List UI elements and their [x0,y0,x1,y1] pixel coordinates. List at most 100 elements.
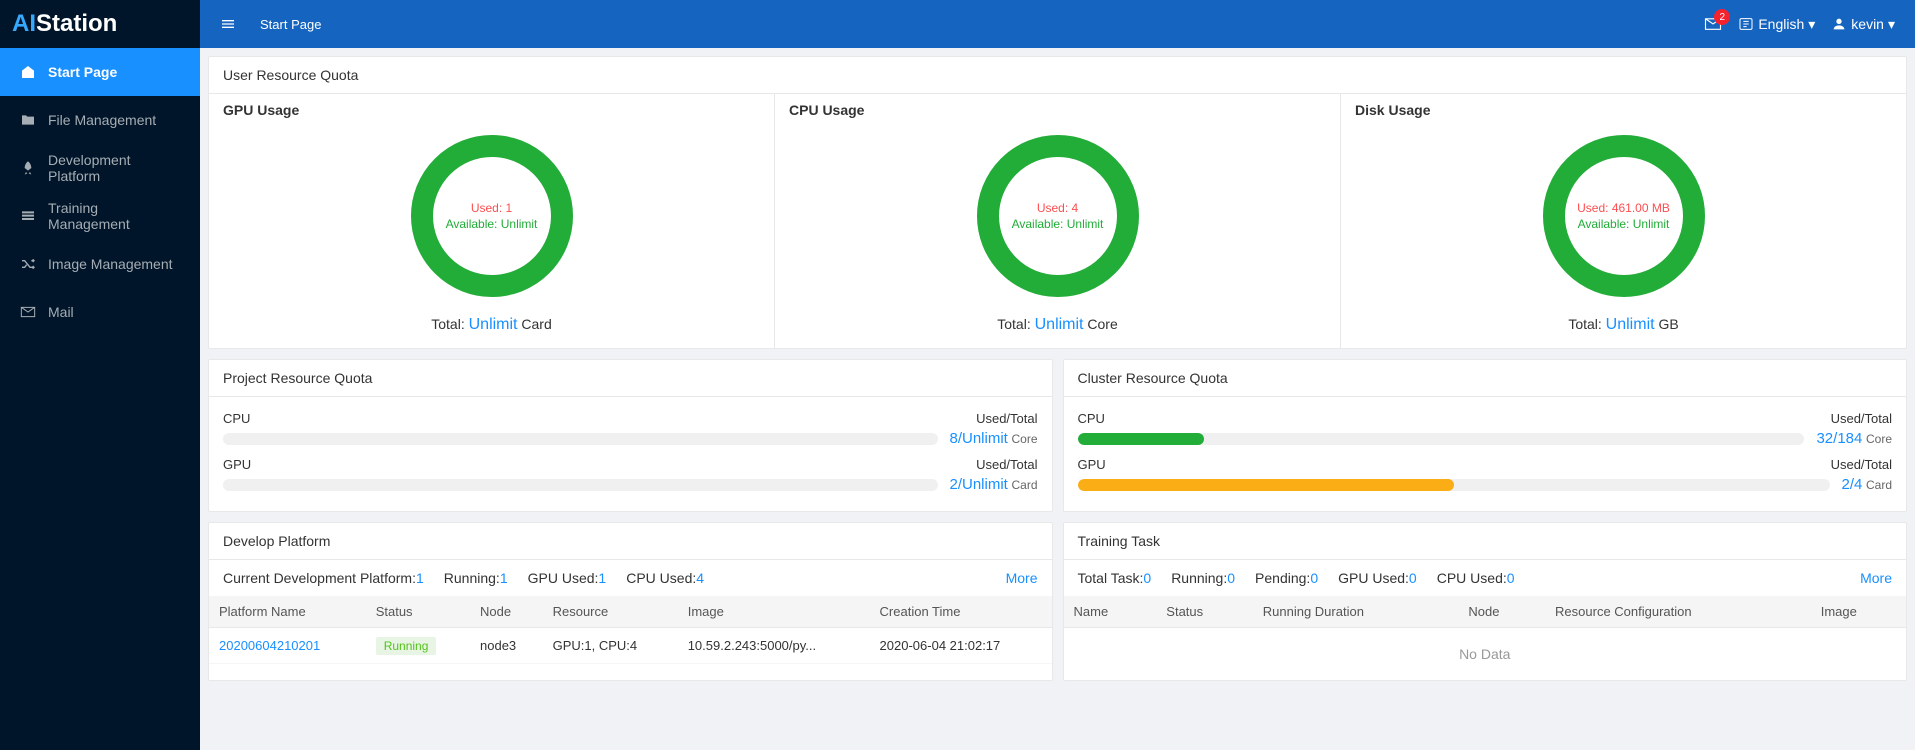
summary-label: CPU Used: [1437,570,1507,586]
user-name: kevin [1851,16,1884,32]
donut-chart: Used: 1 Available: Unlimit [402,126,582,306]
chevron-down-icon: ▾ [1888,16,1895,33]
bar-header-right: Used/Total [1831,411,1892,426]
summary-item: Running:1 [444,570,508,586]
summary-label: Total Task: [1078,570,1144,586]
quota-cell-gpu-usage: GPU Usage Used: 1 Available: Unlimit Total:… [209,94,775,348]
bar-value: 8/Unlimit [950,430,1008,447]
table-header: Creation Time [870,596,1052,628]
bar-name: CPU [1078,411,1105,426]
bar-unit: Card [1011,478,1037,492]
summary-label: Running: [444,570,500,586]
summary-item: Pending:0 [1255,570,1318,586]
develop-title: Develop Platform [209,523,1052,559]
status-badge: Running [376,637,437,655]
logo-ai: AI [12,10,36,38]
total-label: Total: Unlimit Card [223,316,760,334]
sidebar-item-development-platform[interactable]: Development Platform [0,144,200,192]
sidebar-item-training-management[interactable]: Training Management [0,192,200,240]
sidebar-item-mail[interactable]: Mail [0,288,200,336]
bar-name: GPU [1078,457,1106,472]
summary-value: 1 [598,570,606,586]
bar-track [223,433,938,445]
shuffle-icon [20,256,36,272]
cluster-quota-title: Cluster Resource Quota [1064,360,1907,396]
bar-header-right: Used/Total [976,411,1037,426]
resource-cell: GPU:1, CPU:4 [543,628,678,664]
table-header: Node [470,596,543,628]
available-label: Available: Unlimit [1012,217,1104,231]
table-header: Platform Name [209,596,366,628]
available-label: Available: Unlimit [446,217,538,231]
topbar: Start Page 2 English ▾ kevin ▾ [200,0,1915,48]
summary-value: 1 [416,570,424,586]
bar-track [1078,433,1805,445]
bar-header-right: Used/Total [1831,457,1892,472]
table-row: 20200604210201 Running node3GPU:1, CPU:410… [209,628,1052,664]
mail-button[interactable]: 2 [1704,15,1722,33]
summary-value: 1 [500,570,508,586]
summary-item: Running:0 [1171,570,1235,586]
user-menu[interactable]: kevin ▾ [1831,16,1895,33]
quota-cell-disk-usage: Disk UsageUsed: 461.00 MBAvailable: Unli… [1341,94,1906,348]
bar-name: GPU [223,457,251,472]
summary-value: 0 [1143,570,1151,586]
used-label: Used: 1 [471,201,512,215]
list-icon [20,208,36,224]
summary-label: Running: [1171,570,1227,586]
bar-header-right: Used/Total [976,457,1037,472]
bar-fill [1078,479,1454,491]
sidebar-item-label: Mail [48,304,74,320]
summary-value: 0 [1227,570,1235,586]
bar-value: 2/Unlimit [950,476,1008,493]
sidebar-item-label: Training Management [48,200,180,232]
platform-name-link[interactable]: 20200604210201 [219,638,320,653]
summary-label: Current Development Platform: [223,570,416,586]
sidebar-item-label: Image Management [48,256,173,272]
sidebar-item-label: Start Page [48,64,117,80]
summary-label: GPU Used: [1338,570,1409,586]
donut-chart: Used: 4Available: Unlimit [968,126,1148,306]
donut-chart: Used: 461.00 MBAvailable: Unlimit [1534,126,1714,306]
project-quota-panel: Project Resource Quota CPUUsed/Total8/Un… [208,359,1053,512]
more-link[interactable]: More [1860,570,1892,586]
menu-toggle-icon[interactable] [220,16,236,32]
user-quota-title: User Resource Quota [209,57,1906,93]
bar-fill [1078,433,1204,445]
table-header: Name [1064,596,1157,628]
bar-name: CPU [223,411,250,426]
sidebar-item-image-management[interactable]: Image Management [0,240,200,288]
quota-label: GPU Usage [223,102,760,118]
bar-track [223,479,938,491]
time-cell: 2020-06-04 21:02:17 [870,628,1052,664]
bar-row-gpu: GPUUsed/Total2/4 Card [1078,457,1893,493]
training-table: NameStatusRunning DurationNodeResource C… [1064,596,1907,628]
bar-row-gpu: GPU Used/Total 2/Unlimit Card [223,457,1038,493]
training-panel: Training Task Total Task:0Running:0Pendi… [1063,522,1908,681]
table-header: Status [1156,596,1252,628]
summary-label: GPU Used: [528,570,599,586]
quota-cell-cpu-usage: CPU UsageUsed: 4Available: UnlimitTotal:… [775,94,1341,348]
summary-label: Pending: [1255,570,1310,586]
table-header: Resource [543,596,678,628]
sidebar-item-file-management[interactable]: File Management [0,96,200,144]
training-nodata: No Data [1064,628,1907,680]
summary-item: GPU Used:0 [1338,570,1417,586]
sidebar-item-start-page[interactable]: Start Page [0,48,200,96]
logo-station: Station [36,10,117,38]
bar-track [1078,479,1830,491]
cluster-quota-panel: Cluster Resource Quota CPUUsed/Total32/1… [1063,359,1908,512]
folder-icon [20,112,36,128]
table-header: Image [1811,596,1906,628]
image-cell: 10.59.2.243:5000/py... [678,628,870,664]
rocket-icon [20,160,36,176]
sidebar: AIStation Start Page File ManagementDevel… [0,0,200,750]
user-quota-panel: User Resource Quota GPU Usage Used: 1 Avai… [208,56,1907,349]
language-selector[interactable]: English ▾ [1738,16,1815,33]
summary-value: 4 [696,570,704,586]
more-link[interactable]: More [1006,570,1038,586]
summary-value: 0 [1409,570,1417,586]
node-cell: node3 [470,628,543,664]
mail-icon [20,304,36,320]
summary-item: Current Development Platform:1 [223,570,424,586]
